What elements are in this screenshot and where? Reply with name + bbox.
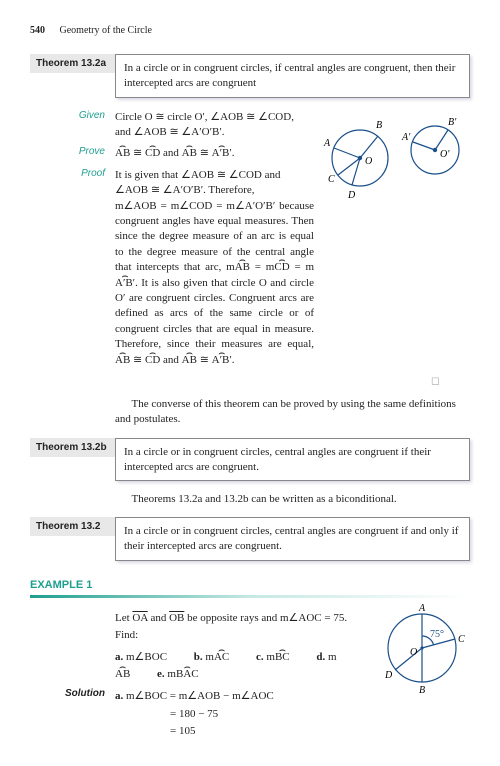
figure-example: A C B D O 75° [375,600,470,698]
svg-text:A: A [418,603,426,614]
prove-label: Prove [30,146,115,161]
proof-endmark: ◻ [30,374,440,387]
svg-text:D: D [384,670,393,681]
given-row: Given Circle O ≅ circle O′, ∠AOB ≅ ∠COD,… [30,110,314,141]
svg-text:C: C [458,634,465,645]
svg-text:O′: O′ [440,149,450,160]
svg-text:A: A [323,138,331,149]
svg-text:A′: A′ [401,132,411,143]
svg-text:75°: 75° [430,629,444,640]
svg-text:D: D [347,190,356,201]
svg-text:B: B [419,685,425,695]
converse-para: The converse of this theorem can be prov… [115,397,470,428]
svg-text:B: B [376,120,382,131]
svg-text:O: O [410,647,417,658]
proof-row: Proof It is given that ∠AOB ≅ ∠COD and ∠… [30,168,314,368]
theorem-a-label: Theorem 13.2a [30,54,115,73]
svg-text:O: O [365,156,372,167]
theorem-b-text: In a circle or in congruent circles, cen… [115,438,470,482]
figure-two-circles: B A O C D B′ A′ O′ [320,110,470,208]
biconditional-note: Theorems 13.2a and 13.2b can be written … [115,493,470,505]
theorem-b-label: Theorem 13.2b [30,438,115,457]
page-number: 540 [30,25,45,36]
theorem-c: Theorem 13.2 In a circle or in congruent… [30,517,470,561]
given-body: Circle O ≅ circle O′, ∠AOB ≅ ∠COD, and ∠… [115,110,314,141]
svg-text:B′: B′ [448,117,457,128]
solution-row: Solution a. m∠BOC = m∠AOB − m∠AOC = 180 … [30,688,369,741]
two-circles-svg: B A O C D B′ A′ O′ [320,110,470,205]
proof-label: Proof [30,168,115,368]
example-label: EXAMPLE 1 [30,579,470,591]
page-header: 540 Geometry of the Circle [30,25,470,36]
theorem-a: Theorem 13.2a In a circle or in congruen… [30,54,470,98]
example-rule [30,595,470,598]
chapter-title: Geometry of the Circle [60,25,152,36]
solution-body: a. m∠BOC = m∠AOB − m∠AOC = 180 − 75 = 10… [115,688,369,741]
prove-row: Prove AB ≅ CD and AB ≅ A′B′. [30,146,314,161]
theorem-c-label: Theorem 13.2 [30,517,115,536]
example-circle-svg: A C B D O 75° [375,600,470,695]
solution-label: Solution [30,688,115,741]
prove-body: AB ≅ CD and AB ≅ A′B′. [115,146,314,161]
theorem-a-text: In a circle or in congruent circles, if … [115,54,470,98]
svg-text:C: C [328,174,335,185]
theorem-c-text: In a circle or in congruent circles, cen… [115,517,470,561]
proof-body: It is given that ∠AOB ≅ ∠COD and ∠AOB ≅ … [115,168,314,368]
theorem-b: Theorem 13.2b In a circle or in congruen… [30,438,470,482]
given-label: Given [30,110,115,141]
